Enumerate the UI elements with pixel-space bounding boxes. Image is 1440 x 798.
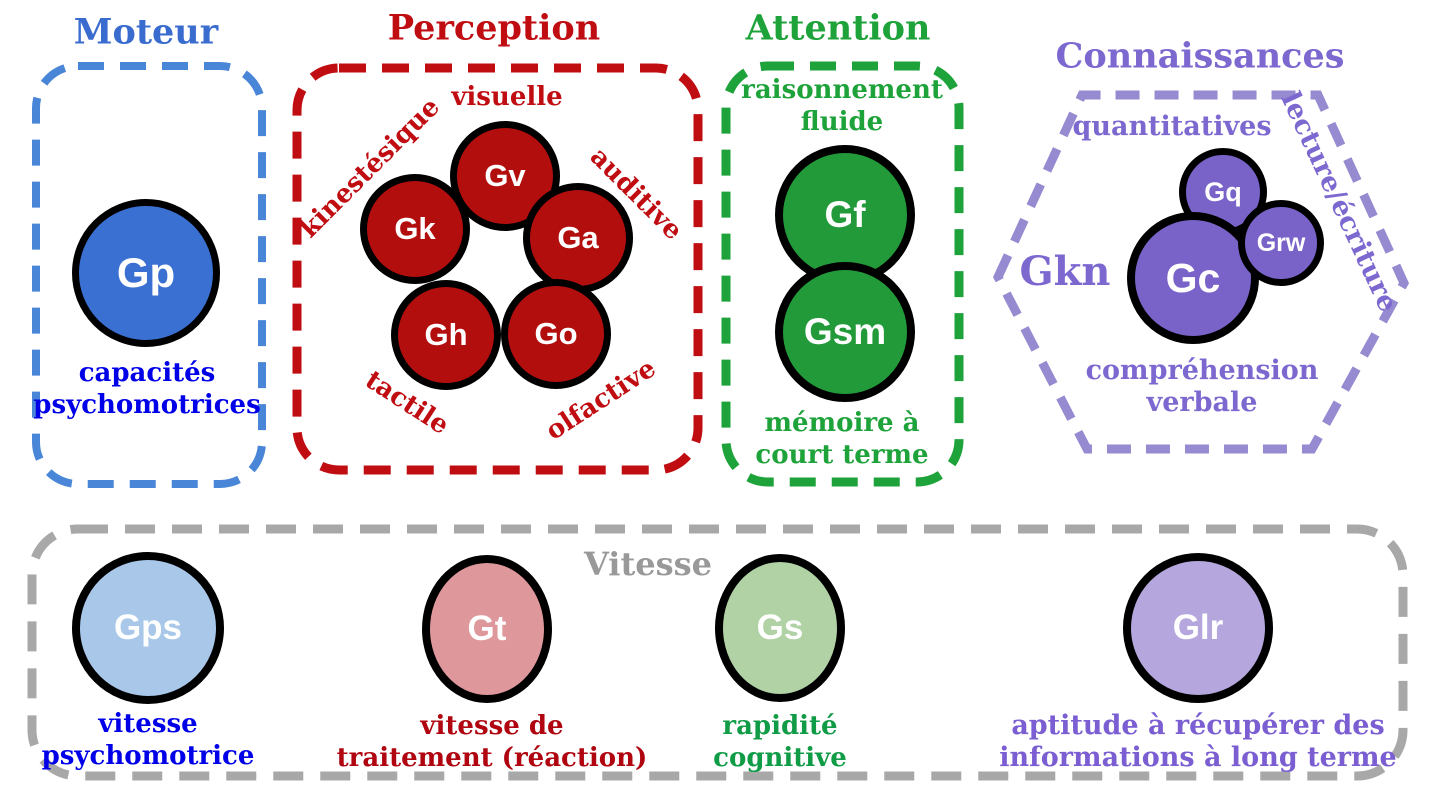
attention-bottom-caption-line1: mémoire à [764, 408, 920, 438]
moteur-caption-line1: capacités [78, 358, 216, 388]
gs-caption-line2: cognitive [713, 743, 847, 773]
go-circle: Go [501, 279, 611, 389]
gs-circle: Gs [715, 554, 845, 702]
perception-label-visuelle: visuelle [451, 82, 563, 112]
moteur-title: Moteur [73, 11, 219, 53]
vitesse-title: Vitesse [584, 545, 712, 583]
attention-top-caption-line1: raisonnement [741, 75, 943, 105]
ga-circle: Ga [523, 183, 633, 293]
glr-circle: Glr [1123, 553, 1273, 703]
perception-title: Perception [387, 7, 601, 49]
gkn-label: Gkn [1019, 248, 1111, 295]
glr-caption-line2: informations à long terme [999, 742, 1397, 773]
connaissances-caption-line2: verbale [1146, 387, 1258, 418]
attention-bottom-caption-line2: court terme [755, 440, 929, 470]
gh-circle: Gh [391, 280, 501, 390]
gt-caption-line1: vitesse de [420, 711, 564, 741]
glr-caption-line1: aptitude à récupérer des [1011, 710, 1385, 741]
grw-circle: Grw [1238, 200, 1324, 286]
gsm-circle: Gsm [775, 262, 915, 402]
connaissances-label-quantitatives: quantitatives [1072, 111, 1272, 142]
attention-title: Attention [745, 7, 931, 49]
gk-circle: Gk [360, 174, 470, 284]
gp-circle: Gp [72, 199, 220, 347]
connaissances-caption-line1: compréhension [1085, 355, 1319, 386]
gps-caption-line1: vitesse [98, 709, 198, 739]
gs-caption-line1: rapidité [722, 711, 838, 741]
connaissances-title: Connaissances [1055, 35, 1345, 77]
gt-caption-line2: traitement (réaction) [336, 743, 648, 773]
gps-circle: Gps [72, 552, 224, 704]
gt-circle: Gt [422, 555, 552, 703]
attention-top-caption-line2: fluide [800, 107, 884, 137]
gps-caption-line2: psychomotrice [41, 741, 255, 771]
moteur-caption-line2: psychomotrices [33, 390, 261, 420]
